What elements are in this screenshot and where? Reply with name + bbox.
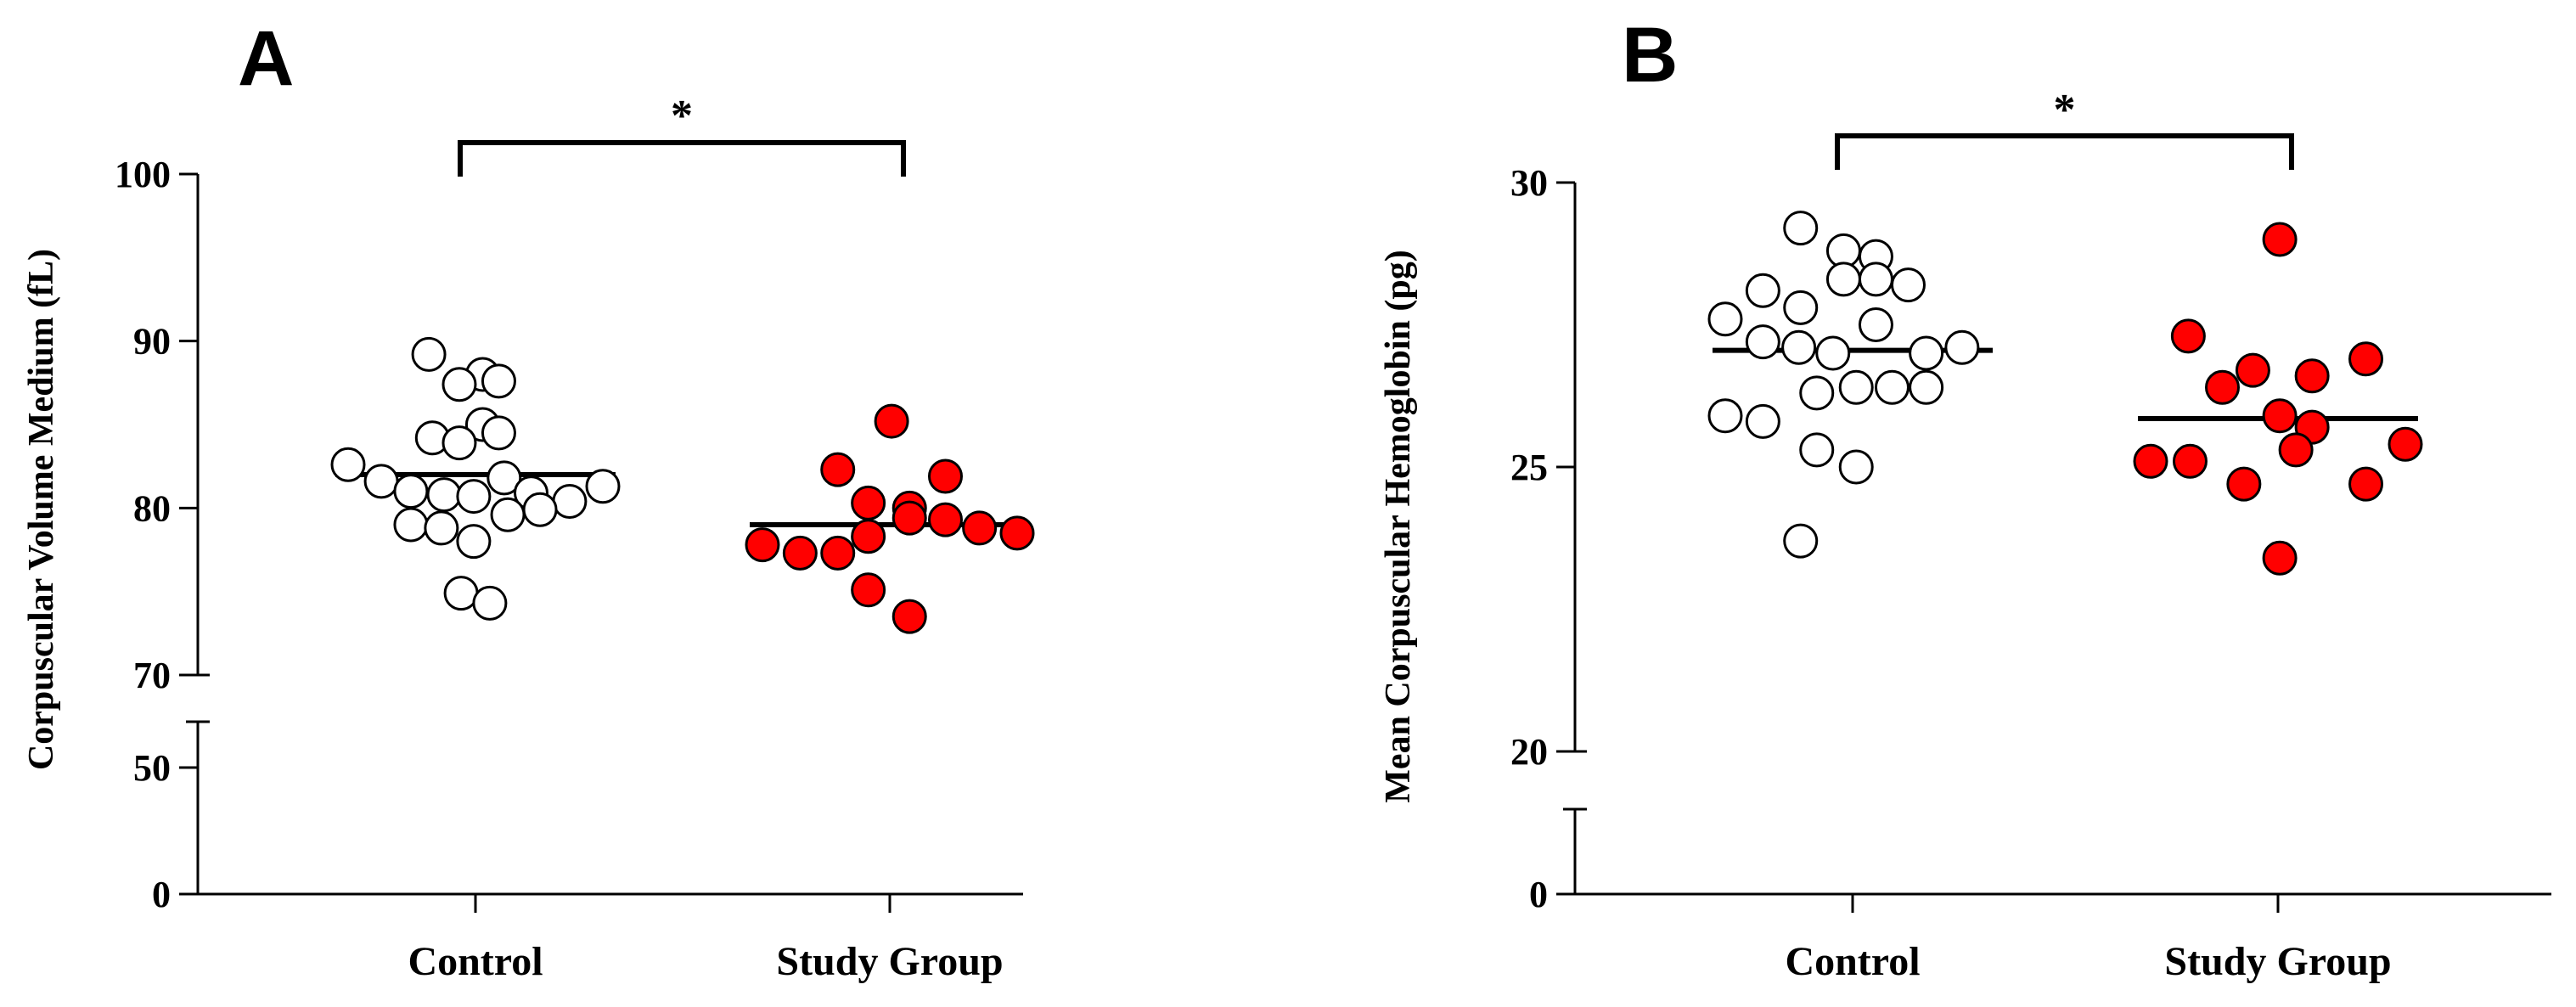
data-point <box>442 367 477 402</box>
data-point <box>487 460 522 496</box>
data-point <box>2133 443 2168 479</box>
data-point <box>927 502 963 537</box>
data-point <box>585 469 621 504</box>
data-point <box>782 535 818 571</box>
data-point <box>1745 273 1780 308</box>
data-point <box>552 483 588 519</box>
data-point <box>2172 443 2208 479</box>
y-tick-label: 0 <box>152 874 171 915</box>
significance-bracket <box>1835 133 2294 170</box>
data-point <box>820 535 856 571</box>
x-category-label: Study Group <box>776 939 1003 984</box>
data-point <box>1815 335 1851 371</box>
data-point <box>2348 466 2384 502</box>
data-point <box>851 485 886 520</box>
y-axis-title: Mean Corpuscular Hemoglobin (pg) <box>1379 250 1418 802</box>
significance-marker: * <box>671 92 693 140</box>
data-point <box>363 464 399 499</box>
data-point <box>962 510 998 546</box>
data-point <box>874 403 909 439</box>
data-point <box>393 474 429 509</box>
y-tick-label: 70 <box>133 655 171 696</box>
data-point <box>2278 432 2314 468</box>
x-category-label: Control <box>408 939 543 984</box>
data-point <box>891 500 927 536</box>
data-point <box>1838 449 1874 485</box>
data-point <box>1858 262 1893 297</box>
panel-a-chart: A Corpuscular Volume Medium (fL) 0 50 70 80 90… <box>22 15 1035 984</box>
data-point <box>456 479 492 515</box>
y-tick-label: 25 <box>1510 447 1548 488</box>
data-point <box>927 458 963 494</box>
data-point <box>481 415 516 451</box>
y-tick-label: 100 <box>115 154 171 195</box>
data-point <box>1783 290 1819 325</box>
data-point <box>851 572 886 608</box>
data-point <box>1874 369 1910 405</box>
y-tick-label: 80 <box>133 487 171 529</box>
series-control <box>330 336 621 621</box>
y-axis-title: Corpuscular Volume Medium (fL) <box>22 249 61 770</box>
data-point <box>851 519 886 554</box>
series-study-group <box>2133 222 2423 576</box>
data-point <box>424 510 459 546</box>
data-point <box>1890 267 1926 303</box>
y-tick-label: 50 <box>133 747 171 789</box>
data-point <box>1707 398 1743 434</box>
panel-b-chart: B Mean Corpuscular Hemoglobin (pg) 0 20 25 30… <box>1379 12 2551 984</box>
data-point <box>442 425 477 461</box>
data-point <box>2235 352 2270 388</box>
data-point <box>1825 262 1861 297</box>
data-point <box>2388 426 2423 462</box>
data-point <box>1799 432 1835 468</box>
data-point <box>2170 318 2206 354</box>
x-category-label: Study Group <box>2164 939 2391 984</box>
data-point <box>1858 307 1893 342</box>
y-tick-label: 20 <box>1510 731 1548 773</box>
data-point <box>1944 329 1980 365</box>
x-category-label: Control <box>1785 939 1920 984</box>
data-point <box>2226 466 2262 502</box>
data-point <box>2262 540 2298 576</box>
data-point <box>393 507 429 543</box>
data-point <box>443 576 479 611</box>
data-point <box>1745 403 1780 439</box>
data-point <box>481 363 516 399</box>
data-point <box>2294 358 2330 394</box>
y-tick-label: 30 <box>1510 162 1548 204</box>
data-point <box>1707 301 1743 337</box>
panel-letter: B <box>1622 12 1678 98</box>
data-point <box>2262 398 2298 434</box>
series-control <box>1707 211 1993 559</box>
data-point <box>522 492 558 527</box>
data-point <box>2348 341 2384 377</box>
data-point <box>2205 369 2241 405</box>
data-point <box>1799 375 1835 411</box>
data-point <box>426 477 462 513</box>
significance-bracket <box>458 140 906 177</box>
panel-letter: A <box>238 15 294 102</box>
y-tick-label: 90 <box>133 321 171 363</box>
data-point <box>1783 211 1819 246</box>
data-point <box>411 336 447 372</box>
data-point <box>1909 369 1944 405</box>
data-point <box>472 585 508 621</box>
data-point <box>891 599 927 634</box>
data-point <box>1909 335 1944 371</box>
data-point <box>2262 222 2298 257</box>
significance-marker: * <box>2054 86 2076 134</box>
data-point <box>1745 324 1780 360</box>
data-point <box>1783 523 1819 559</box>
series-study-group <box>745 403 1035 634</box>
data-point <box>999 515 1035 551</box>
y-tick-label: 0 <box>1529 874 1548 915</box>
data-point <box>1838 369 1874 405</box>
data-point <box>1781 329 1817 365</box>
data-point <box>745 527 780 563</box>
data-point <box>820 452 856 487</box>
data-point <box>490 497 526 532</box>
data-point <box>456 524 492 560</box>
data-point <box>330 447 366 482</box>
